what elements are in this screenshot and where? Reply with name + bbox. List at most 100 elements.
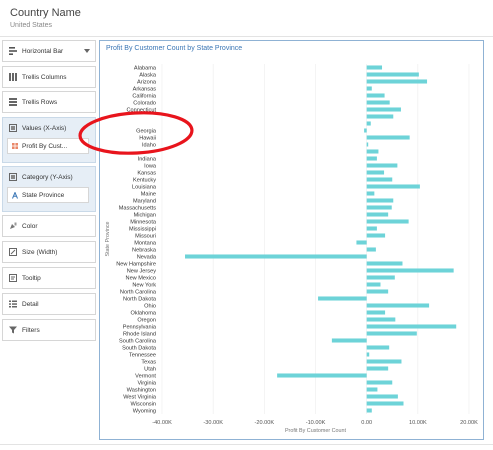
- bar[interactable]: [366, 401, 404, 406]
- y-category-label: Alabama: [134, 66, 157, 72]
- bar[interactable]: [366, 219, 409, 224]
- bar[interactable]: [366, 93, 385, 98]
- y-category-label: Indiana: [138, 157, 157, 163]
- bar[interactable]: [366, 149, 379, 154]
- bar[interactable]: [366, 247, 376, 252]
- y-category-label: Oregon: [137, 318, 156, 324]
- chart-type-selector[interactable]: Horizontal Bar: [2, 40, 96, 62]
- size-zone[interactable]: Size (Width): [2, 241, 96, 263]
- y-category-label: Hawaii: [139, 136, 156, 142]
- bar[interactable]: [366, 142, 369, 147]
- y-axis-title: State Province: [105, 221, 111, 256]
- bar[interactable]: [366, 289, 389, 294]
- x-tick-label: 20.00K: [460, 420, 478, 426]
- trellis-rows-zone[interactable]: Trellis Rows: [2, 91, 96, 113]
- bar[interactable]: [366, 387, 378, 392]
- filter-icon: [9, 326, 17, 334]
- bar[interactable]: [366, 212, 389, 217]
- bar[interactable]: [366, 135, 410, 140]
- bar[interactable]: [366, 331, 417, 336]
- detail-zone[interactable]: Detail: [2, 293, 96, 315]
- bar[interactable]: [366, 72, 419, 77]
- values-axis-header[interactable]: Values (X-Axis): [3, 118, 95, 138]
- attribute-icon: [12, 190, 18, 199]
- trellis-columns-zone[interactable]: Trellis Columns: [2, 66, 96, 88]
- measure-icon: [12, 143, 18, 149]
- bar[interactable]: [366, 170, 385, 175]
- bar[interactable]: [366, 79, 428, 84]
- bar[interactable]: [366, 191, 375, 196]
- bar[interactable]: [366, 275, 395, 280]
- y-category-label: Rhode Island: [123, 332, 156, 338]
- bar[interactable]: [366, 163, 398, 168]
- chart-svg: -40.00K -30.00K -20.00K -10.00K 0.00 10.00K 20…: [105, 64, 478, 434]
- bar[interactable]: [366, 177, 393, 182]
- y-category-label: South Carolina: [119, 339, 157, 345]
- bar[interactable]: [366, 114, 394, 119]
- y-category-label: Kentucky: [133, 178, 156, 184]
- y-category-label: Wisconsin: [131, 402, 157, 408]
- bar[interactable]: [366, 261, 403, 266]
- bar[interactable]: [366, 205, 392, 210]
- bar[interactable]: [366, 86, 372, 91]
- bar[interactable]: [366, 156, 377, 161]
- x-tick-label: -20.00K: [255, 420, 275, 426]
- y-category-label: Massachusetts: [119, 206, 157, 212]
- y-category-label: Maryland: [133, 199, 156, 205]
- bar[interactable]: [318, 296, 367, 301]
- bar[interactable]: [366, 268, 454, 273]
- bar[interactable]: [366, 233, 386, 238]
- bar[interactable]: [366, 107, 401, 112]
- chart-title: Profit By Customer Count by State Provin…: [106, 45, 243, 52]
- bar[interactable]: [366, 380, 393, 385]
- category-axis-header[interactable]: Category (Y-Axis): [3, 167, 95, 187]
- detail-label: Detail: [22, 300, 39, 308]
- values-axis-pill[interactable]: Profit By Cust...: [7, 138, 89, 154]
- detail-icon: [9, 300, 17, 308]
- bar[interactable]: [366, 303, 430, 308]
- bar[interactable]: [366, 282, 381, 287]
- chevron-down-icon[interactable]: [84, 49, 90, 53]
- grammar-panel: Horizontal Bar Trellis Columns Trellis R…: [2, 40, 96, 440]
- y-category-label: Virginia: [137, 381, 156, 387]
- bar[interactable]: [366, 345, 390, 350]
- bar[interactable]: [366, 121, 371, 126]
- bar[interactable]: [366, 359, 402, 364]
- bar[interactable]: [366, 65, 383, 70]
- bar[interactable]: [364, 128, 367, 133]
- y-category-label: Arizona: [137, 80, 157, 86]
- bar[interactable]: [366, 394, 398, 399]
- y-category-label: Wyoming: [133, 409, 156, 415]
- y-category-label: Mississippi: [129, 227, 156, 233]
- chart-type-label: Horizontal Bar: [22, 47, 64, 55]
- header: Country Name United States: [10, 7, 81, 29]
- chart-canvas[interactable]: Profit By Customer Count by State Provin…: [99, 40, 484, 440]
- header-subtitle: United States: [10, 22, 53, 29]
- y-category-label: New Jersey: [127, 269, 156, 275]
- category-axis-label: Category (Y-Axis): [22, 173, 73, 181]
- bar[interactable]: [331, 338, 367, 343]
- y-category-label: Michigan: [134, 213, 156, 219]
- y-category-label: Connecticut: [126, 108, 156, 114]
- values-axis-icon: [9, 124, 17, 132]
- bar[interactable]: [366, 100, 390, 105]
- bar[interactable]: [366, 226, 377, 231]
- bar[interactable]: [185, 254, 367, 259]
- category-axis-pill[interactable]: State Province: [7, 187, 89, 203]
- filters-zone[interactable]: Filters: [2, 319, 96, 341]
- x-tick-label: -30.00K: [203, 420, 223, 426]
- tooltip-icon: [9, 274, 17, 282]
- bar[interactable]: [366, 324, 457, 329]
- color-zone[interactable]: Color: [2, 215, 96, 237]
- tooltip-zone[interactable]: Tooltip: [2, 267, 96, 289]
- bar[interactable]: [366, 184, 420, 189]
- bar[interactable]: [366, 408, 372, 413]
- bar[interactable]: [366, 317, 396, 322]
- bar[interactable]: [277, 373, 367, 378]
- bar[interactable]: [356, 240, 367, 245]
- bar[interactable]: [366, 198, 394, 203]
- filters-label: Filters: [22, 326, 40, 334]
- bar[interactable]: [366, 310, 386, 315]
- bar[interactable]: [366, 352, 370, 357]
- bar[interactable]: [366, 366, 389, 371]
